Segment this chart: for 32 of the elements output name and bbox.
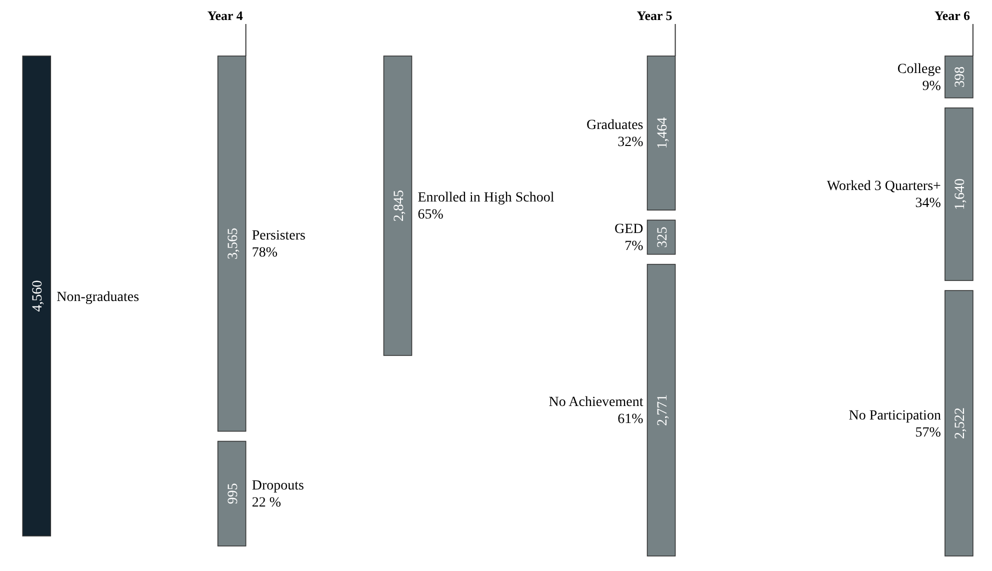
text: 22 %: [252, 496, 282, 511]
text: 78%: [252, 246, 278, 261]
category-label: Non-graduates: [56, 290, 140, 305]
category-label: College: [897, 62, 941, 77]
category-label: Persisters: [252, 228, 306, 244]
text: 65%: [418, 208, 444, 223]
category-label: Worked 3 Quarters+: [826, 179, 942, 194]
text: 7%: [624, 239, 644, 254]
text: 34%: [915, 196, 942, 212]
text: Year 4: [207, 8, 243, 23]
data-label: 2,845: [392, 190, 407, 222]
text: 61%: [618, 412, 644, 428]
data-label: 398: [952, 66, 968, 88]
data-label: 2,771: [655, 394, 670, 426]
category-label: GED: [614, 222, 644, 238]
text: 32%: [618, 135, 644, 150]
category-label: Dropouts: [252, 478, 304, 494]
data-label: 995: [226, 483, 241, 504]
text: 9%: [922, 78, 942, 94]
data-label: 3,565: [226, 228, 241, 260]
data-label: 325: [655, 226, 670, 248]
text: Year 6: [934, 8, 970, 23]
category-label: No Participation: [848, 408, 941, 424]
category-label: No Achievement: [548, 395, 644, 410]
data-label: 1,640: [952, 178, 968, 210]
data-label: 1,464: [655, 117, 670, 149]
category-label: Graduates: [586, 118, 644, 134]
text: 57%: [915, 425, 942, 440]
data-label: 2,522: [952, 408, 968, 440]
text: Year 5: [636, 8, 672, 23]
category-label: Enrolled in High School: [418, 190, 554, 206]
data-label: 4,560: [30, 280, 46, 312]
